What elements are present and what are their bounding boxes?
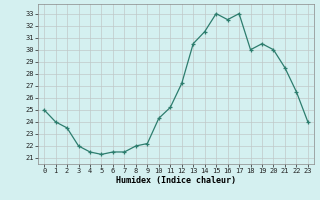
X-axis label: Humidex (Indice chaleur): Humidex (Indice chaleur) (116, 176, 236, 185)
